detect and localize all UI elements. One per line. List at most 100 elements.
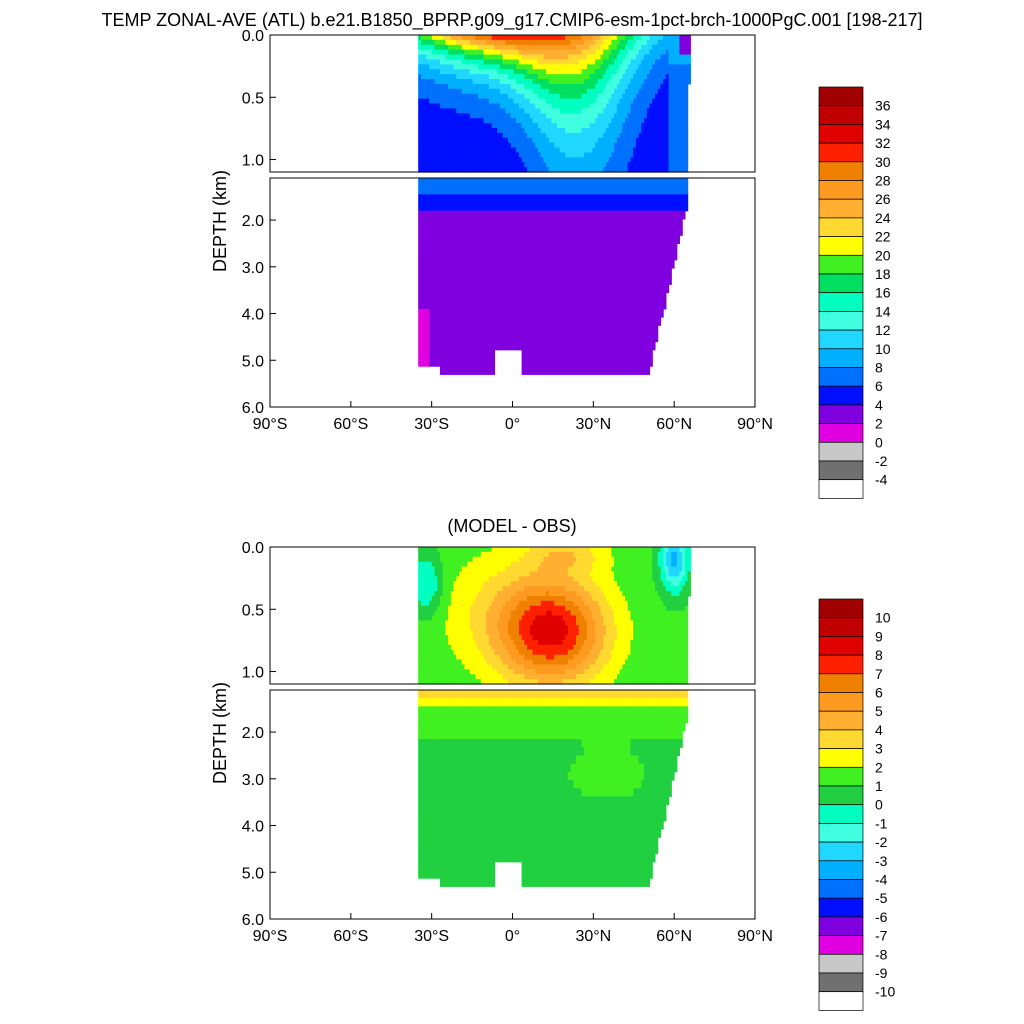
field-cell [592, 300, 596, 310]
field-cell [459, 167, 463, 173]
field-cell [603, 300, 607, 310]
field-cell [516, 218, 520, 228]
field-cell [554, 79, 558, 85]
field-cell [518, 267, 523, 277]
field-cell [622, 227, 626, 236]
field-cell [633, 210, 637, 220]
field-cell [521, 333, 525, 343]
field-cell [684, 178, 689, 187]
field-cell [478, 123, 482, 129]
field-cell [439, 44, 444, 51]
field-cell [638, 178, 642, 187]
field-cell [537, 202, 542, 212]
field-cell [668, 210, 672, 220]
field-cell [532, 123, 536, 129]
field-cell [508, 267, 512, 277]
field-cell [537, 292, 542, 302]
field-cell [600, 227, 604, 236]
field-cell [635, 49, 640, 56]
field-cell [668, 127, 672, 134]
field-cell [559, 108, 564, 114]
field-cell [649, 79, 653, 85]
field-cell [439, 357, 444, 367]
field-cell [633, 39, 637, 46]
field-cell [456, 39, 460, 46]
field-cell [674, 152, 678, 158]
field-cell [464, 227, 468, 236]
field-cell [619, 243, 623, 253]
field-cell [633, 49, 637, 56]
field-cell [641, 162, 645, 168]
field-cell [608, 103, 613, 109]
field-cell [600, 167, 604, 173]
field-cell [668, 103, 672, 109]
field-cell [442, 88, 447, 95]
field-cell [437, 194, 441, 204]
field-cell [625, 137, 629, 144]
field-cell [608, 123, 613, 129]
field-cell [439, 54, 444, 61]
field-cell [464, 98, 468, 105]
field-cell [529, 103, 534, 109]
field-cell [418, 98, 422, 105]
field-cell [605, 284, 610, 294]
field-cell [532, 349, 536, 359]
field-cell [622, 243, 626, 253]
field-cell [535, 118, 539, 124]
field-cell [475, 366, 479, 375]
field-cell [548, 113, 553, 119]
field-cell [469, 64, 474, 70]
field-cell [595, 227, 599, 236]
field-cell [426, 235, 430, 245]
field-cell [480, 235, 485, 245]
field-cell [516, 333, 520, 343]
field-cell [418, 35, 422, 41]
field-cell [616, 103, 621, 109]
field-lower [418, 178, 689, 375]
field-cell [556, 39, 561, 46]
field-cell [682, 74, 686, 80]
field-cell [518, 54, 523, 61]
field-cell [442, 267, 447, 277]
field-cell [497, 210, 501, 220]
field-cell [603, 157, 607, 163]
field-cell [469, 349, 474, 359]
field-cell [646, 83, 651, 90]
field-cell [589, 325, 593, 334]
field-cell [475, 88, 479, 95]
field-cell [616, 152, 621, 158]
field-cell [494, 49, 498, 56]
field-cell [548, 64, 553, 70]
field-cell [630, 147, 634, 154]
field-cell [682, 103, 686, 109]
field-cell [573, 44, 577, 51]
field-cell [586, 44, 591, 51]
field-cell [638, 44, 642, 51]
field-cell [573, 74, 577, 80]
field-cell [475, 167, 479, 173]
field-cell [676, 44, 681, 51]
field-cell [486, 88, 490, 95]
field-cell [635, 235, 640, 245]
field-cell [469, 167, 474, 173]
field-cell [480, 186, 485, 195]
field-cell [641, 118, 645, 124]
field-cell [570, 98, 574, 105]
field-cell [567, 118, 572, 124]
field-cell [529, 259, 534, 269]
field-cell [464, 162, 468, 168]
field-cell [464, 243, 468, 253]
field-cell [464, 152, 468, 158]
field-cell [597, 113, 602, 119]
field-cell [475, 54, 479, 61]
field-cell [614, 88, 618, 95]
field-cell [423, 227, 427, 236]
field-cell [630, 74, 634, 80]
field-cell [581, 59, 585, 65]
field-cell [548, 74, 553, 80]
field-cell [605, 79, 610, 85]
field-cell [478, 186, 482, 195]
field-cell [505, 227, 509, 236]
field-cell [649, 186, 653, 195]
field-cell [505, 210, 509, 220]
